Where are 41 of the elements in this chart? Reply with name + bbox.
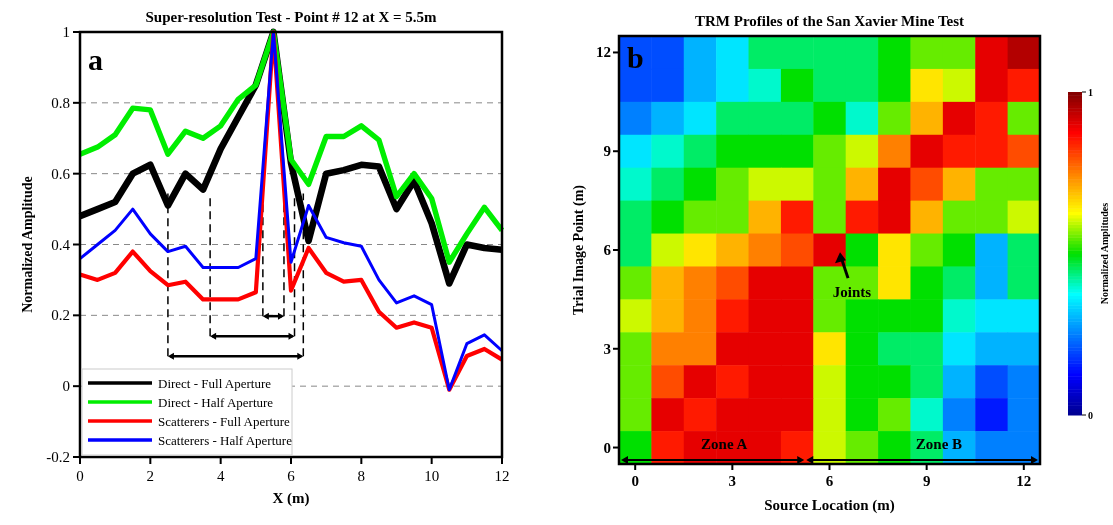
y-tick-label: 12 bbox=[596, 44, 611, 61]
y-axis-title: Trial Image Point (m) bbox=[571, 184, 587, 315]
y-tick-label: 6 bbox=[603, 242, 612, 258]
legend-label: Direct - Half Aperture bbox=[158, 395, 274, 410]
y-tick-label: 0.4 bbox=[51, 236, 71, 253]
x-tick-label: 6 bbox=[287, 468, 296, 484]
color-bar-label: 0 bbox=[1088, 410, 1093, 421]
x-tick-label: 0 bbox=[76, 468, 84, 484]
x-tick-label: 6 bbox=[825, 473, 834, 489]
y-tick-label: 0 bbox=[62, 378, 70, 395]
y-tick-label: -0.2 bbox=[46, 449, 70, 465]
y-axis-title: Normalized Amplitude bbox=[20, 176, 35, 313]
legend-label: Direct - Full Aperture bbox=[158, 376, 272, 391]
y-tick-label: 0.8 bbox=[51, 94, 70, 111]
y-tick-label: 1 bbox=[62, 24, 70, 40]
legend-label: Scatterers - Half Aperture bbox=[158, 433, 293, 448]
x-tick-label: 8 bbox=[357, 468, 366, 484]
y-tick-label: 0.2 bbox=[51, 307, 70, 324]
annotation: a bbox=[88, 43, 103, 76]
annotation: b bbox=[627, 41, 644, 74]
annotation: Joints bbox=[832, 284, 872, 301]
x-tick-label: 12 bbox=[1016, 473, 1032, 489]
x-axis-title: Source Location (m) bbox=[764, 497, 895, 514]
chart-title: Super-resolution Test - Point # 12 at X = 5.5m bbox=[145, 9, 438, 25]
annotation: Zone A bbox=[701, 436, 748, 452]
x-tick-label: 4 bbox=[216, 468, 225, 484]
y-tick-label: 0 bbox=[603, 439, 611, 456]
x-tick-label: 10 bbox=[424, 468, 440, 484]
x-tick-label: 0 bbox=[631, 473, 639, 489]
chart-title: TRM Profiles of the San Xavier Mine Test bbox=[694, 13, 965, 29]
color-bar-label: 1 bbox=[1088, 87, 1093, 98]
x-tick-label: 3 bbox=[728, 473, 737, 489]
x-tick-label: 12 bbox=[494, 468, 510, 484]
y-tick-label: 0.6 bbox=[51, 165, 71, 182]
y-tick-label: 9 bbox=[603, 143, 611, 160]
legend-label: Scatterers - Full Aperture bbox=[158, 414, 290, 429]
y-tick-label: 3 bbox=[603, 340, 611, 357]
color-bar-title: Normalized Amplitudes bbox=[1099, 202, 1110, 305]
x-tick-label: 2 bbox=[146, 468, 155, 484]
x-axis-title: X (m) bbox=[272, 490, 310, 507]
x-tick-label: 9 bbox=[922, 473, 931, 489]
